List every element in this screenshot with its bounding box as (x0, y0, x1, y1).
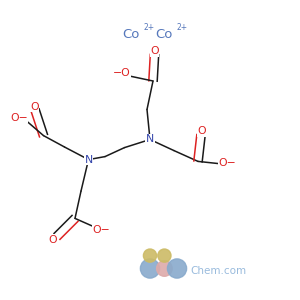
Text: 2+: 2+ (143, 23, 155, 32)
Text: Chem.com: Chem.com (190, 266, 247, 277)
Text: O: O (49, 235, 57, 245)
Text: O: O (150, 46, 159, 56)
Text: O−: O− (92, 225, 110, 236)
Circle shape (167, 259, 187, 278)
Text: Co: Co (155, 28, 172, 41)
Text: 2+: 2+ (176, 23, 188, 32)
Text: −O: −O (112, 68, 130, 78)
Circle shape (143, 249, 157, 262)
Text: O−: O− (10, 112, 28, 123)
Text: Co: Co (122, 28, 139, 41)
Circle shape (157, 261, 172, 276)
Circle shape (140, 259, 160, 278)
Circle shape (158, 249, 171, 262)
Text: O: O (30, 101, 39, 112)
Text: O−: O− (218, 158, 236, 168)
Text: N: N (84, 154, 93, 165)
Text: N: N (146, 134, 154, 145)
Text: O: O (197, 126, 206, 136)
